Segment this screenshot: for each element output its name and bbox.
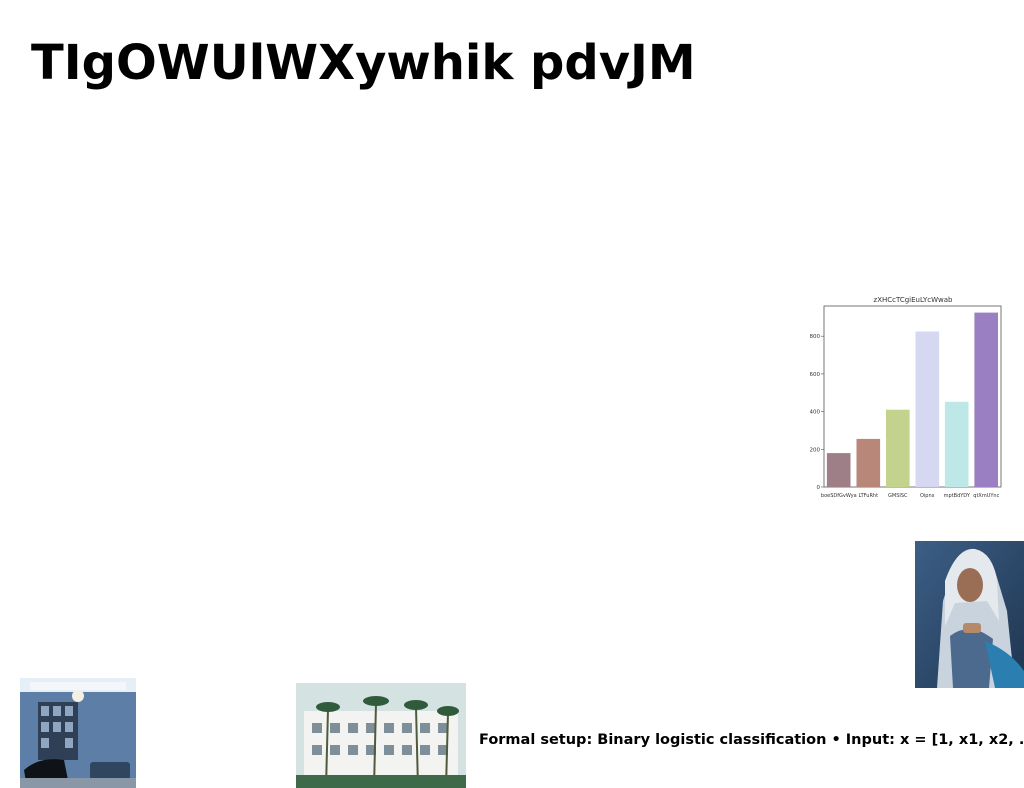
chart-bar [886,409,910,487]
slide-title: TIgOWUlWXywhik pdvJM [31,35,696,91]
x-tick-label: mptBdYDY [944,493,971,499]
x-tick-label: LTFuRht [859,493,879,499]
y-tick-label: 400 [810,410,820,416]
chart-bar [856,438,881,487]
chart-bar [915,331,940,487]
y-tick-label: 0 [817,485,821,491]
chart-frame [823,305,1002,488]
chart-y-axis: 0 200 400 600 800 [810,334,824,491]
y-tick-label: 600 [810,372,820,378]
chart-bar [826,453,851,487]
living-room-photo [20,678,136,788]
x-tick-label: GMSISC [888,493,908,499]
woman-photo [915,541,1024,688]
bar-chart-svg: zXHCcTCgiEuLYcWwab 0 200 400 600 800 boeSDfG… [810,296,1002,499]
chart-bars [826,312,998,487]
formal-setup-text: Formal setup: Binary logistic classifica… [479,732,1024,748]
x-tick-label: qtXmUYnc [973,493,999,499]
chart-title: zXHCcTCgiEuLYcWwab [874,296,954,304]
chart-bar [944,401,969,487]
palm-building-photo [296,683,466,788]
y-tick-label: 200 [810,447,820,453]
x-tick-label: Oipnx [920,493,935,499]
chart-bar [974,312,998,487]
x-tick-label: boeSDfGvWya [821,493,857,499]
y-tick-label: 800 [810,334,820,340]
chart-x-axis: boeSDfGvWya LTFuRht GMSISC Oipnx mptBdYDY qtX… [821,493,1000,499]
bar-chart: zXHCcTCgiEuLYcWwab 0 200 400 600 800 boeSDfG… [810,290,1010,505]
